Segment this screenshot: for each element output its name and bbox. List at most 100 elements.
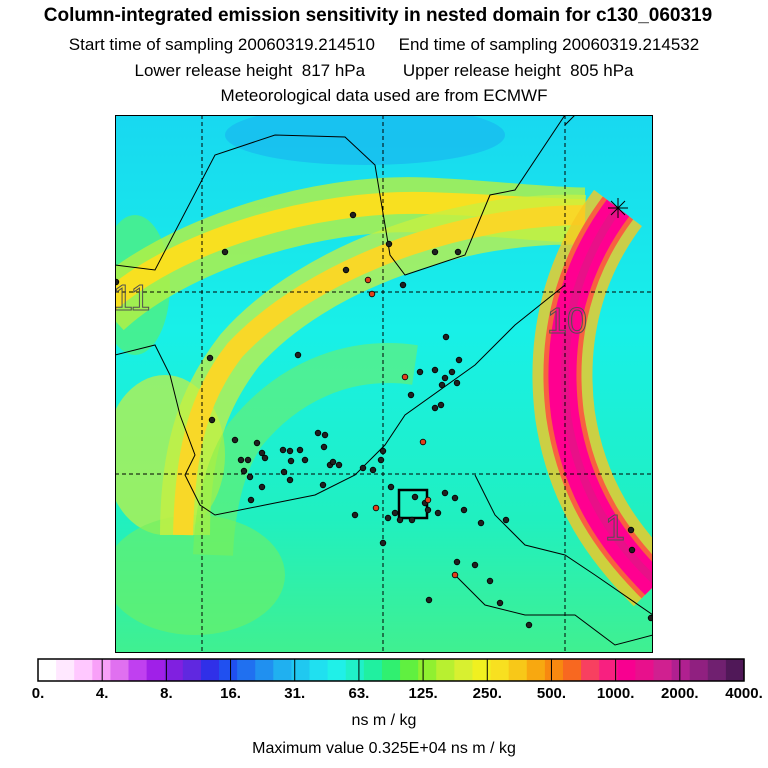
chart-title: Column-integrated emission sensitivity i… [43, 5, 713, 26]
observation-point [206, 354, 214, 362]
colorbar-cell [671, 659, 691, 681]
colorbar-cell [56, 659, 75, 681]
colorbar-cell [381, 659, 401, 681]
observation-point [314, 429, 322, 437]
observation-point [401, 373, 409, 381]
colorbar-cell [164, 659, 184, 681]
observation-point [525, 621, 533, 629]
colorbar-cell [273, 659, 293, 681]
observation-point [399, 281, 407, 289]
observation-point [294, 351, 302, 359]
observation-point [424, 506, 432, 514]
colorbar-cell [200, 659, 220, 681]
observation-point [342, 266, 350, 274]
sensitivity-map: 11 10 1 [115, 115, 653, 653]
observation-point [628, 546, 636, 554]
observation-point [387, 483, 395, 491]
sampling-times: Start time of sampling 20060319.214510 E… [0, 35, 768, 55]
coastline-3 [454, 474, 653, 646]
observation-point [408, 516, 416, 524]
observation-point [396, 516, 404, 524]
observation-point [431, 404, 439, 412]
lower-release-label: Lower release height 817 hPa [134, 61, 366, 80]
observation-point [231, 436, 239, 444]
observation-point [460, 506, 468, 514]
observation-point [496, 599, 504, 607]
colorbar-cell [617, 659, 636, 681]
release-point-star [608, 198, 628, 218]
observation-point [369, 466, 377, 474]
observation-point [258, 483, 266, 491]
observation-point [208, 416, 216, 424]
colorbar-cell [581, 659, 600, 681]
observation-point [359, 464, 367, 472]
observation-point [437, 401, 445, 409]
observation-point [237, 456, 245, 464]
observation-point [320, 443, 328, 451]
colorbar-cell [490, 659, 510, 681]
observation-point [384, 514, 392, 522]
colorbar-cell [92, 659, 112, 681]
observation-point [431, 248, 439, 256]
observation-point [407, 391, 415, 399]
yellow-arc-inner [173, 205, 586, 536]
observation-point [319, 481, 327, 489]
observation-point [364, 276, 372, 284]
release-heights: Lower release height 817 hPa Upper relea… [0, 61, 768, 81]
colorbar-cell [219, 659, 238, 681]
observation-point [247, 496, 255, 504]
contour-label-1: 1 [605, 507, 625, 548]
colorbar-cell [635, 659, 655, 681]
colorbar-cell [454, 659, 474, 681]
observation-point [368, 290, 376, 298]
observation-point [279, 446, 287, 454]
observation-point [448, 368, 456, 376]
observation-points [115, 211, 653, 629]
colorbar-cell [436, 659, 455, 681]
observation-point [372, 504, 380, 512]
observation-point [424, 496, 432, 504]
observation-point [385, 240, 393, 248]
observation-point [441, 374, 449, 382]
colorbar-cell [237, 659, 256, 681]
colorbar-cell [562, 659, 582, 681]
colorbar-cell [400, 659, 419, 681]
colorbar-tick-label: 63. [348, 685, 370, 702]
observation-point [221, 248, 229, 256]
observation-point [351, 511, 359, 519]
observation-point [627, 526, 635, 534]
map-frame [115, 115, 653, 653]
observation-point [477, 519, 485, 527]
observation-point [411, 493, 419, 501]
observation-point [454, 248, 462, 256]
colorbar-cell [38, 659, 57, 681]
colorbar-tick-label: 0. [31, 685, 45, 702]
colorbar-cell [599, 659, 618, 681]
observation-point [442, 333, 450, 341]
start-time-label: Start time of sampling 20060319.214510 [68, 35, 376, 54]
colorbar-tick-label: 1000. [596, 685, 635, 702]
observation-point [391, 509, 399, 517]
colorbar-cell [526, 659, 546, 681]
observation-point [416, 368, 424, 376]
colorbar-tick-label: 125. [408, 685, 438, 702]
observation-point [379, 539, 387, 547]
observation-point [253, 439, 261, 447]
observation-point [486, 577, 494, 585]
colorbar-cell [472, 659, 492, 681]
observation-point [377, 456, 385, 464]
observation-point [451, 494, 459, 502]
colorbar-frame [37, 658, 745, 682]
met-data-label: Meteorological data used are from ECMWF [220, 86, 548, 105]
observation-point [441, 489, 449, 497]
colorbar-cell [327, 659, 347, 681]
dark-region [225, 115, 505, 165]
colorbar-tick-label: 250. [472, 685, 502, 702]
colorbar-cell [255, 659, 274, 681]
colorbar-cell [725, 659, 745, 681]
colorbar-tick-label: 4. [95, 685, 109, 702]
coastline-2 [115, 284, 566, 516]
colorbar-cell [345, 659, 365, 681]
observation-point [434, 509, 442, 517]
observation-point [471, 561, 479, 569]
